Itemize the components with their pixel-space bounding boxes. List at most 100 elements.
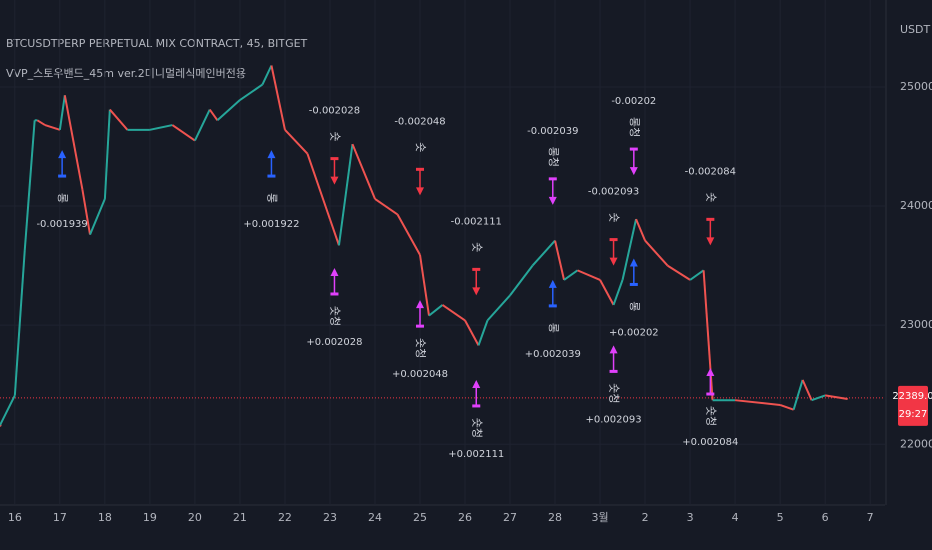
price-segment — [577, 269, 601, 281]
signal: 롱 +0.002039 — [525, 279, 581, 360]
x-tick-label: 21 — [233, 511, 247, 524]
last-price-box — [898, 385, 928, 426]
x-tick-label: 25 — [413, 511, 427, 524]
signal: 숏 -0.002028 — [309, 106, 360, 185]
last-price-label: 22389.0 — [892, 391, 932, 402]
price-segment — [792, 379, 804, 411]
x-tick-label: 24 — [368, 511, 382, 524]
y-tick-label: 23000.0 — [900, 318, 932, 331]
price-segment — [667, 264, 691, 281]
price-segment — [261, 65, 273, 85]
price-segment — [486, 294, 511, 322]
signal-arrowhead — [415, 187, 424, 196]
price-segment — [149, 124, 173, 131]
signal-text: +0.002093 — [586, 414, 642, 425]
price-segment — [171, 124, 196, 142]
signal-text: -0.002048 — [394, 116, 445, 127]
signal-label: 롱청 — [547, 147, 560, 167]
signal-text: +0.002028 — [306, 337, 362, 348]
signal: 롱청 -0.00202 — [611, 96, 656, 176]
signal-label: 롱 — [265, 193, 278, 203]
signal-text: -0.002111 — [451, 216, 502, 227]
price-segment — [374, 198, 399, 216]
signal-label: 롱청 — [628, 117, 641, 137]
x-tick-label: 7 — [867, 511, 874, 524]
price-segment — [635, 218, 646, 241]
signal-cap — [267, 174, 276, 178]
price-segment — [0, 394, 16, 426]
signal-cap — [629, 282, 638, 286]
signal-arrowhead — [548, 279, 557, 288]
signal-arrowhead — [629, 258, 638, 267]
signal: 롱 +0.001922 — [243, 150, 299, 230]
price-segment — [811, 394, 826, 402]
signal-text: -0.002084 — [685, 166, 736, 177]
x-tick-label: 5 — [777, 511, 784, 524]
indicator-name: VVP_스토우밴드_45m ver.2미니멀레식메인버전용 — [6, 67, 246, 80]
price-segment — [103, 109, 111, 199]
signal: 숏 -0.002093 — [588, 187, 639, 266]
price-segment — [689, 269, 705, 281]
signal-label: 숏 — [608, 213, 621, 223]
price-segment — [329, 218, 340, 246]
price-segment — [44, 124, 61, 131]
price-segment — [306, 153, 331, 220]
signal-arrowhead — [472, 379, 481, 388]
signal-cap — [609, 238, 618, 242]
price-segment — [81, 189, 92, 235]
signal-text: -0.00202 — [611, 96, 656, 107]
signal-label: 숏청 — [704, 406, 717, 426]
signal-arrowhead — [267, 150, 276, 159]
signal-cap — [548, 304, 557, 308]
signal-cap — [330, 292, 339, 296]
signal: 숏청 +0.002028 — [306, 267, 363, 348]
signal-cap — [472, 267, 481, 271]
price-segment — [216, 99, 241, 122]
signal-label: 숏 — [328, 132, 341, 142]
signal-arrowhead — [629, 167, 638, 176]
signal-text: +0.00202 — [609, 327, 659, 338]
x-tick-label: 28 — [548, 511, 562, 524]
signal-cap — [706, 392, 715, 396]
price-segment — [554, 240, 566, 281]
x-tick-label: 4 — [732, 511, 739, 524]
price-segment — [194, 109, 211, 141]
signal-text: +0.002084 — [682, 437, 738, 448]
signal-arrowhead — [330, 176, 339, 185]
price-segment — [351, 143, 376, 200]
price-segment — [337, 143, 354, 246]
signal-label: 숏 — [470, 242, 483, 252]
x-tick-label: 23 — [323, 511, 337, 524]
price-segment — [644, 239, 669, 267]
price-segment — [89, 198, 106, 236]
countdown: 29:27 — [899, 409, 928, 420]
signal-label: 숏청 — [470, 418, 483, 438]
price-segment — [284, 129, 309, 155]
price-segment — [779, 404, 794, 411]
signal-cap — [415, 324, 424, 328]
signal-label: 숏청 — [608, 383, 621, 403]
signal-cap — [58, 174, 67, 178]
price-segment — [428, 304, 444, 317]
signal: 롱청 -0.002039 — [527, 126, 578, 205]
price-segment — [396, 213, 421, 256]
signal: 롱 +0.00202 — [609, 258, 659, 338]
signal-text: +0.002039 — [525, 349, 581, 360]
price-segment — [702, 270, 714, 401]
signal-cap — [706, 217, 715, 221]
signal: 숏 -0.002084 — [685, 166, 736, 246]
price-segment — [621, 218, 638, 281]
price-segment — [599, 279, 615, 306]
signal: 숏청 +0.002084 — [682, 368, 738, 448]
signal-arrowhead — [548, 196, 557, 205]
signal-arrowhead — [415, 300, 424, 309]
price-segment — [441, 304, 466, 322]
price-segment — [464, 319, 480, 346]
price-segment — [801, 379, 813, 401]
signal-text: +0.002048 — [392, 369, 448, 380]
x-tick-label: 6 — [822, 511, 829, 524]
price-segment — [58, 95, 66, 130]
signal-text: -0.001939 — [36, 219, 87, 230]
signal-label: 롱 — [547, 323, 560, 333]
